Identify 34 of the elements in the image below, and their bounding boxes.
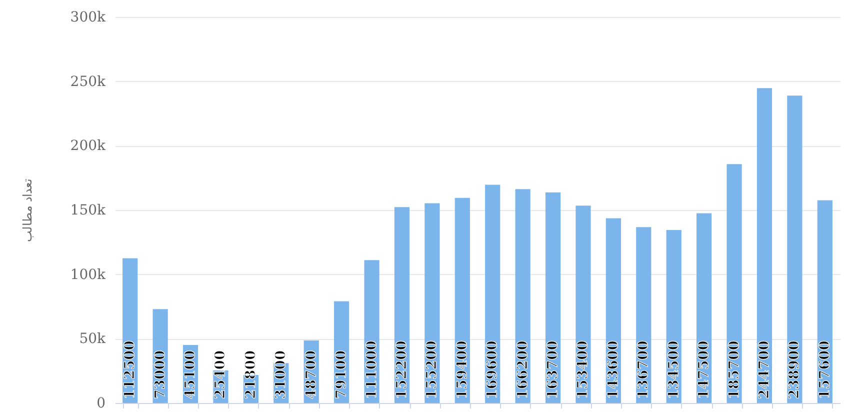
data-label: 73000 [152,350,168,399]
y-tick-label: 200k [70,138,106,154]
data-label: 155200 [424,340,440,399]
y-tick-label: 100k [70,266,106,283]
data-label: 111000 [364,340,380,399]
y-tick-label: 300k [70,10,106,26]
data-label: 169600 [484,340,501,399]
y-tick-label: 150k [70,202,106,218]
data-label: 244700 [756,340,772,399]
data-label: 147500 [696,340,712,399]
data-label: 79100 [334,350,350,399]
data-label: 166200 [514,340,531,399]
data-label: 152200 [394,340,410,399]
data-label: 157600 [816,340,833,399]
data-label: 143600 [605,340,622,399]
bar [756,88,772,403]
data-label: 238900 [786,340,803,399]
data-label: 136700 [636,340,652,399]
data-label: 48700 [303,350,320,399]
data-label: 31000 [273,350,290,399]
bar [726,164,742,403]
y-tick-label: 0 [96,396,106,412]
data-label: 163700 [545,340,562,399]
data-label: 134500 [666,340,682,399]
y-tick-label: 250k [70,74,106,90]
data-label: 159400 [454,340,470,399]
data-label: 21800 [242,350,259,399]
data-label: 185700 [726,340,742,399]
data-label: 112500 [122,340,138,399]
y-axis-title: تعداد مطالب [20,179,34,242]
data-label: 153400 [575,340,592,399]
y-tick-label: 50k [79,331,106,348]
data-label: 25400 [212,350,229,399]
data-label: 45100 [182,350,199,399]
